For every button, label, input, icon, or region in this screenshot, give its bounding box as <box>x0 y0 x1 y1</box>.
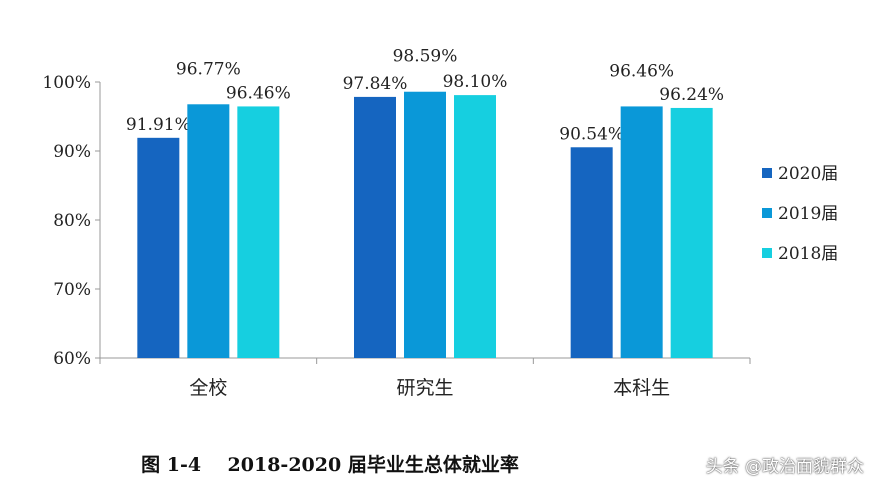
bar <box>570 147 613 358</box>
data-label: 96.46% <box>609 61 674 81</box>
bar <box>454 95 496 359</box>
y-tick-label: 90% <box>53 142 91 162</box>
data-label: 91.91% <box>126 115 191 135</box>
category-label: 研究生 <box>396 377 453 399</box>
legend-label: 2020届 <box>778 164 838 184</box>
bar-chart: 60% 70% 80% 90% 100% 91.91% 96.77% 96.46% 全校 97.8… <box>42 47 838 399</box>
bar <box>354 96 396 359</box>
category-label: 本科生 <box>613 377 670 399</box>
data-label: 90.54% <box>559 124 624 144</box>
legend-swatch <box>762 208 772 218</box>
data-label: 96.24% <box>659 85 724 105</box>
bar <box>404 91 446 358</box>
y-tick-label: 80% <box>53 211 91 231</box>
data-label: 97.84% <box>343 74 408 94</box>
y-tick-label: 60% <box>53 349 91 369</box>
bar <box>187 104 230 358</box>
y-tick-label: 100% <box>42 73 91 93</box>
legend-swatch <box>762 168 772 178</box>
data-label: 98.59% <box>393 47 458 67</box>
legend-label: 2019届 <box>778 204 838 224</box>
data-label: 96.77% <box>176 59 241 79</box>
category-label: 全校 <box>189 377 227 399</box>
figure-caption: 图 1-4 2018-2020 届毕业生总体就业率 <box>141 454 519 476</box>
legend-label: 2018届 <box>778 244 838 264</box>
watermark: 头条 @政治面貌群众 <box>705 457 864 477</box>
legend-swatch <box>762 248 772 258</box>
data-label: 96.46% <box>226 83 291 103</box>
y-tick-label: 70% <box>53 280 91 300</box>
bar <box>137 137 180 358</box>
data-label: 98.10% <box>443 72 508 92</box>
bar <box>237 106 280 359</box>
bar <box>620 106 663 359</box>
bar <box>670 107 713 358</box>
